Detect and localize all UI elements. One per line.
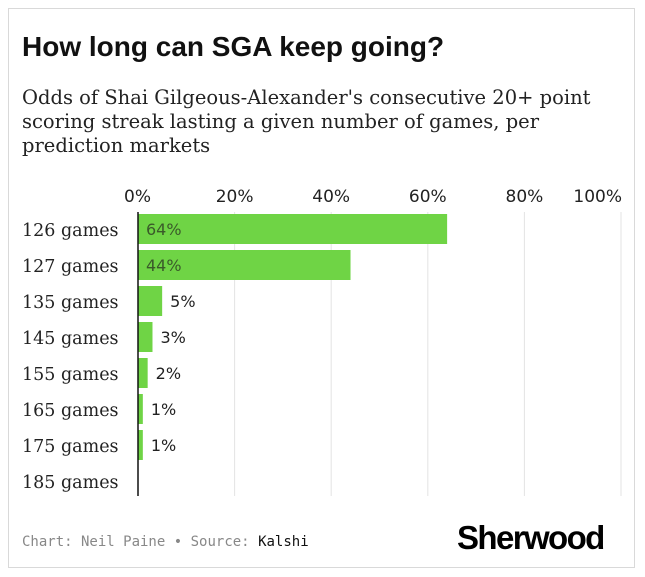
x-tick-label: 0% xyxy=(124,187,151,207)
x-tick-label: 60% xyxy=(409,187,447,207)
bar xyxy=(138,430,143,460)
bar xyxy=(138,214,448,244)
category-label: 126 games xyxy=(22,221,119,241)
category-label: 155 games xyxy=(22,365,119,385)
category-label: 145 games xyxy=(22,329,119,349)
data-label: 1% xyxy=(151,436,176,455)
category-label: 127 games xyxy=(22,257,119,277)
credit-separator: • xyxy=(173,534,183,550)
category-label: 175 games xyxy=(22,437,119,457)
data-label: 44% xyxy=(146,256,182,275)
bar xyxy=(138,322,153,352)
x-tick-label: 40% xyxy=(312,187,350,207)
data-label: 64% xyxy=(146,220,182,239)
x-tick-label: 80% xyxy=(506,187,544,207)
bar xyxy=(138,286,163,316)
credit-author: Chart: Neil Paine xyxy=(22,534,166,550)
data-label: 1% xyxy=(151,400,176,419)
data-label: 3% xyxy=(160,328,185,347)
chart-card xyxy=(8,8,635,568)
x-tick-label: 20% xyxy=(216,187,254,207)
chart-credit: Chart: Neil Paine • Source: Kalshi xyxy=(22,534,309,550)
data-label: 5% xyxy=(170,292,195,311)
chart-subtitle: Odds of Shai Gilgeous-Alexander's consec… xyxy=(22,86,591,157)
x-tick-label: 100% xyxy=(573,187,622,207)
bar xyxy=(138,358,148,388)
source-name: Kalshi xyxy=(258,534,309,550)
source-label: Source: xyxy=(190,534,250,550)
category-label: 165 games xyxy=(22,401,119,421)
bar xyxy=(138,250,351,280)
bar xyxy=(138,394,143,424)
category-label: 185 games xyxy=(22,473,119,493)
chart-title: How long can SGA keep going? xyxy=(22,31,445,62)
category-label: 135 games xyxy=(22,293,119,313)
data-label: 2% xyxy=(156,364,181,383)
sherwood-logo: Sherwood xyxy=(457,519,605,556)
